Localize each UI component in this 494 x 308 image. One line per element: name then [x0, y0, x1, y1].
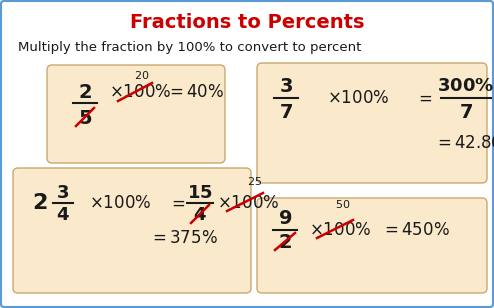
Text: $= 40\%$: $= 40\%$: [166, 83, 224, 101]
Text: $\mathbf{5}$: $\mathbf{5}$: [78, 108, 92, 128]
Text: $\mathbf{4}$: $\mathbf{4}$: [193, 206, 207, 224]
Text: $\mathbf{7}$: $\mathbf{7}$: [459, 103, 473, 123]
Text: $\mathbf{3}$: $\mathbf{3}$: [279, 76, 293, 95]
Text: $= 450\%$: $= 450\%$: [380, 221, 450, 239]
Text: $\mathbf{2}$: $\mathbf{2}$: [278, 233, 292, 252]
Text: $25$: $25$: [247, 175, 262, 187]
Text: $\times100\%$: $\times100\%$: [217, 194, 279, 212]
Text: $\times100\%$: $\times100\%$: [109, 83, 171, 101]
Text: $= 42.86\%$: $= 42.86\%$: [434, 134, 494, 152]
Text: $\mathbf{300\%}$: $\mathbf{300\%}$: [438, 77, 494, 95]
Text: $50$: $50$: [335, 198, 351, 210]
Text: $= 375\%$: $= 375\%$: [149, 229, 217, 247]
Text: $=$: $=$: [168, 194, 186, 212]
Text: $\times100\%$: $\times100\%$: [327, 89, 389, 107]
Text: $20$: $20$: [134, 69, 150, 81]
Text: $\mathbf{2}$: $\mathbf{2}$: [32, 193, 48, 213]
Text: $\mathbf{4}$: $\mathbf{4}$: [56, 206, 70, 224]
Text: $\times100\%$: $\times100\%$: [309, 221, 371, 239]
Text: Multiply the fraction by 100% to convert to percent: Multiply the fraction by 100% to convert…: [18, 42, 362, 55]
Text: $\times100\%$: $\times100\%$: [89, 194, 151, 212]
Text: $\mathbf{9}$: $\mathbf{9}$: [278, 209, 292, 228]
Text: $\mathbf{15}$: $\mathbf{15}$: [187, 184, 213, 202]
Text: Fractions to Percents: Fractions to Percents: [130, 14, 364, 33]
Text: $\mathbf{3}$: $\mathbf{3}$: [56, 184, 70, 202]
Text: $\mathbf{2}$: $\mathbf{2}$: [78, 83, 92, 102]
Text: $=$: $=$: [415, 89, 433, 107]
FancyBboxPatch shape: [13, 168, 251, 293]
FancyBboxPatch shape: [257, 198, 487, 293]
Text: $\mathbf{7}$: $\mathbf{7}$: [279, 103, 293, 123]
FancyBboxPatch shape: [47, 65, 225, 163]
FancyBboxPatch shape: [257, 63, 487, 183]
